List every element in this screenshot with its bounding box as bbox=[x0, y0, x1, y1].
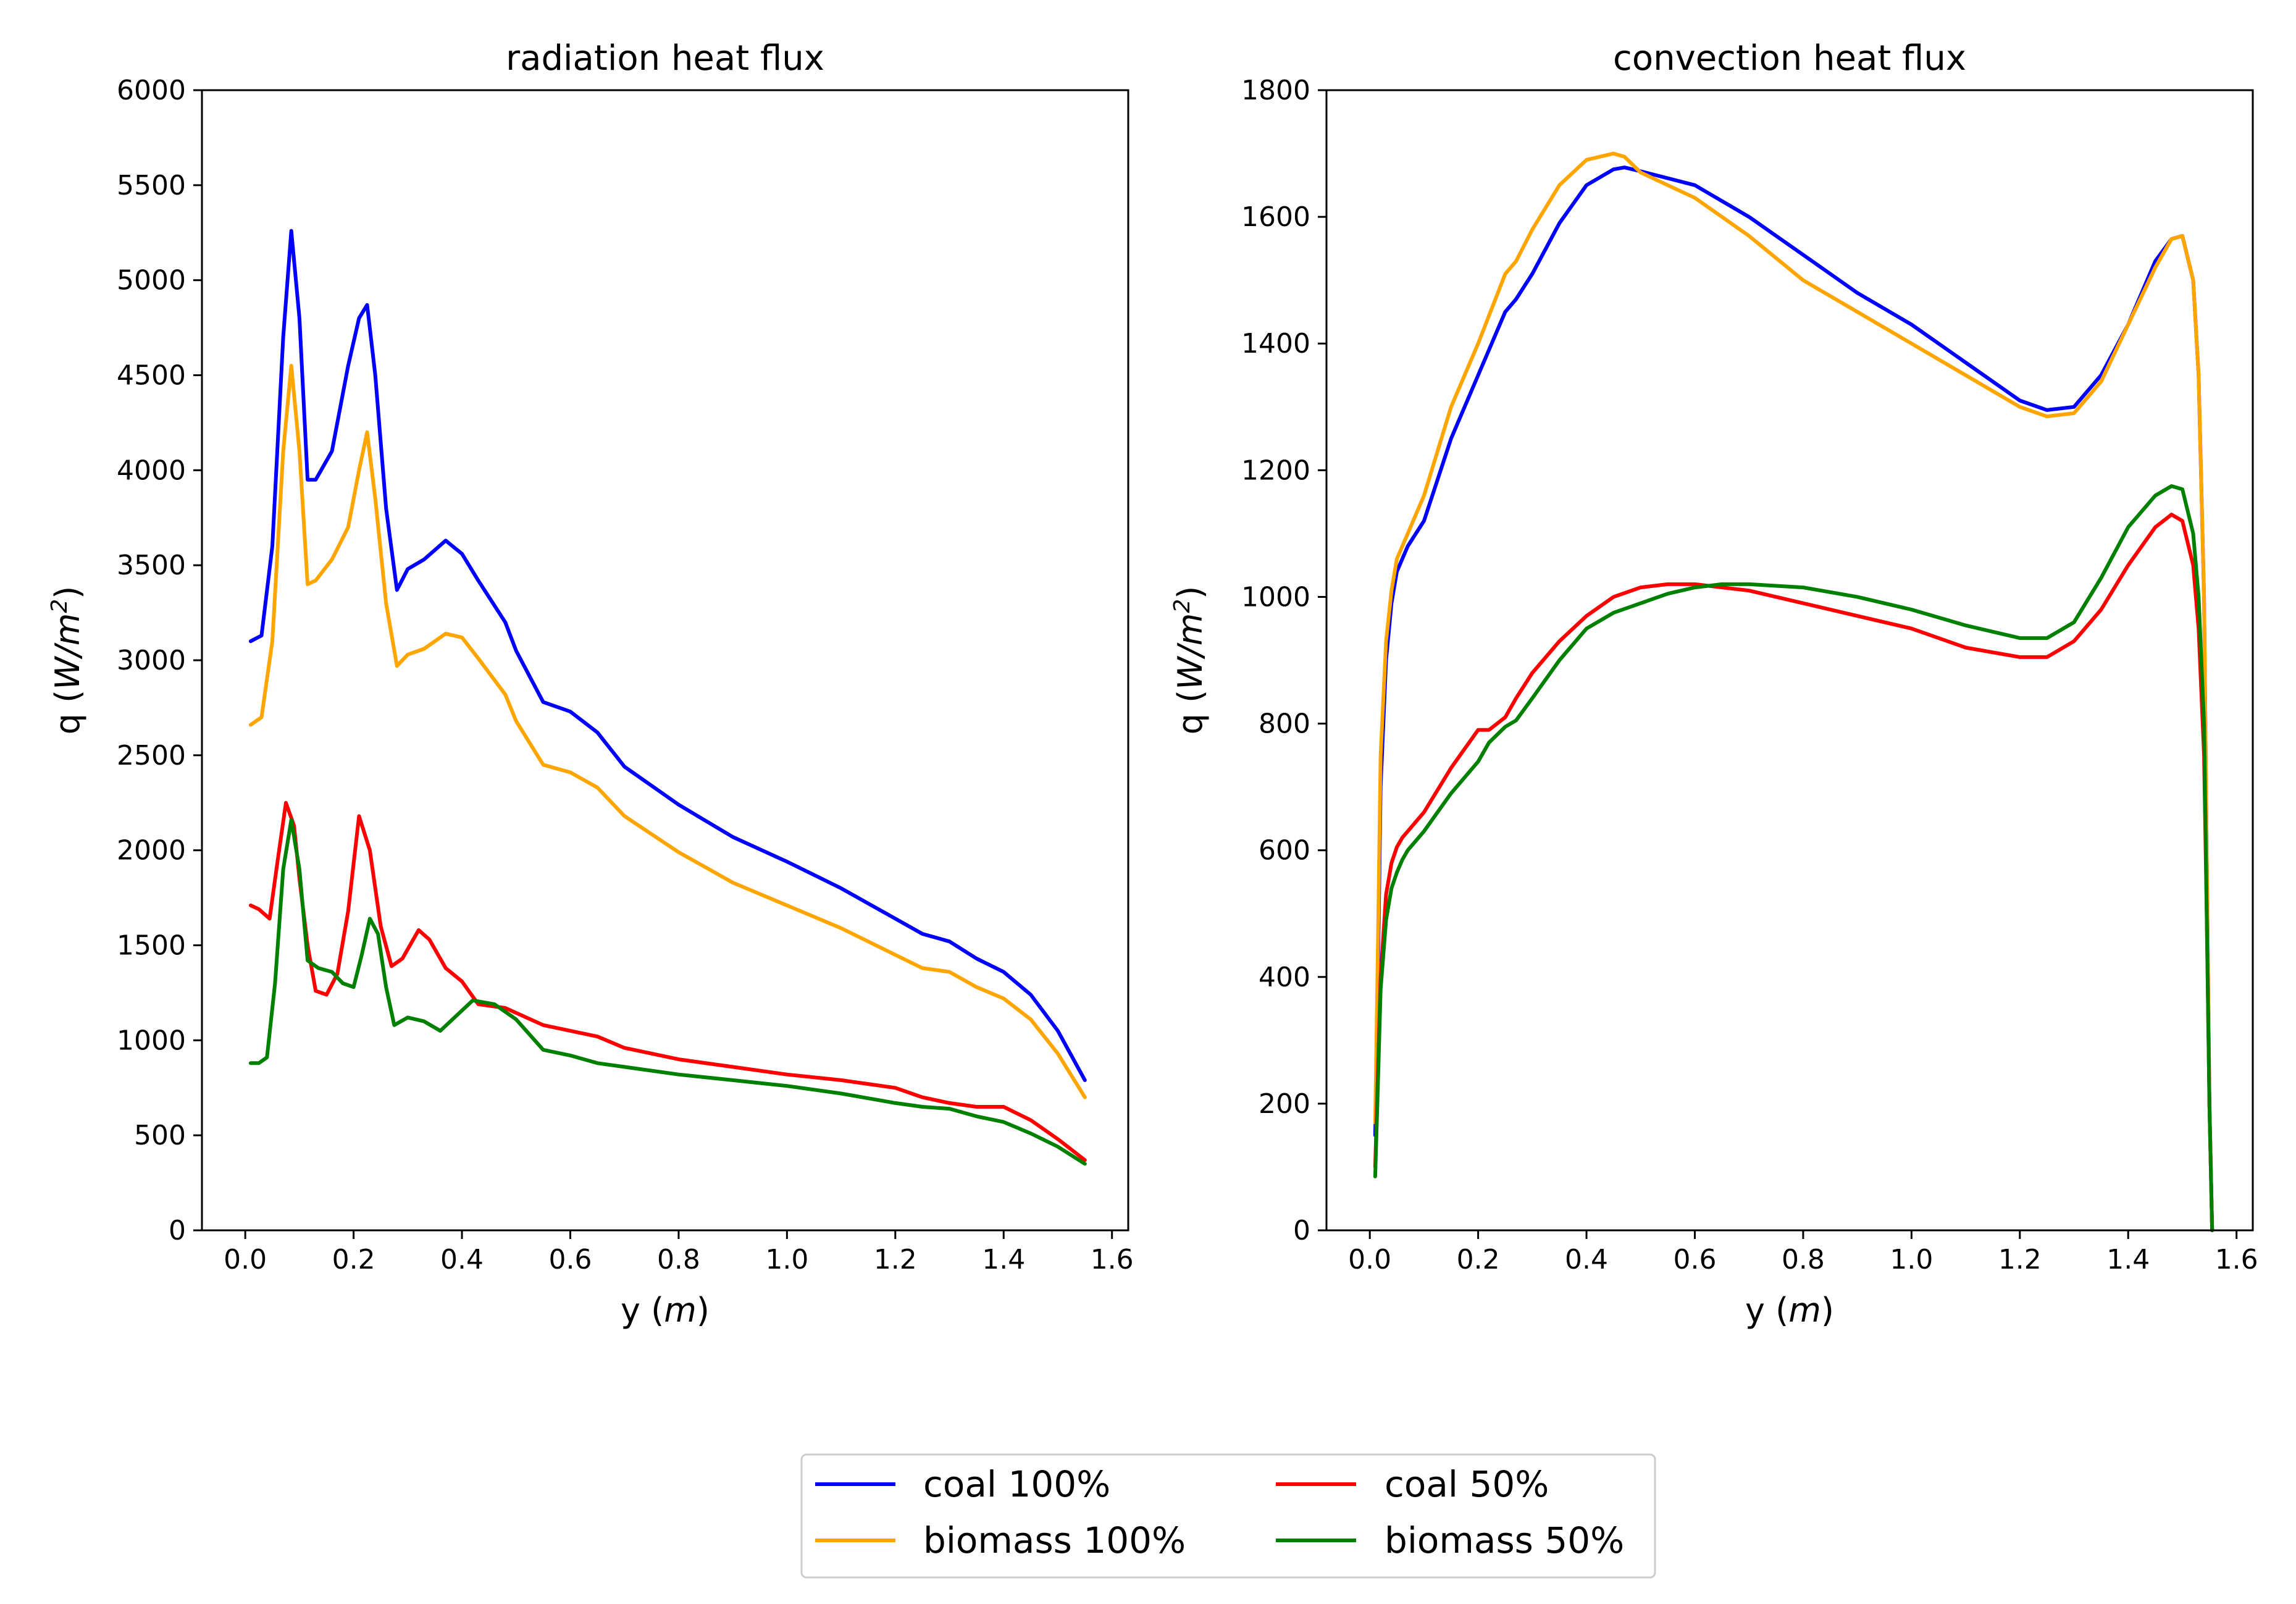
x-tick-label: 1.0 bbox=[765, 1244, 808, 1275]
x-axis-title: y (m) bbox=[1745, 1291, 1834, 1330]
legend-label-biomass-50: biomass 50% bbox=[1385, 1519, 1624, 1561]
legend-label-coal-100: coal 100% bbox=[923, 1463, 1110, 1505]
y-tick-label: 3000 bbox=[117, 645, 186, 676]
series-line-biomass-100 bbox=[248, 364, 1087, 1099]
y-tick-label: 1000 bbox=[117, 1025, 186, 1056]
y-tick-label: 0 bbox=[169, 1215, 186, 1246]
x-tick-label: 0.6 bbox=[548, 1244, 592, 1275]
x-tick-label: 0.2 bbox=[332, 1244, 375, 1275]
plot-frame bbox=[201, 89, 1129, 1232]
x-tick-label: 1.0 bbox=[1890, 1244, 1933, 1275]
series-lines bbox=[248, 229, 1087, 1166]
x-tick-label: 1.2 bbox=[1998, 1244, 2042, 1275]
y-tick-label: 1600 bbox=[1241, 201, 1310, 233]
y-tick-label: 4000 bbox=[117, 455, 186, 486]
chart-title: radiation heat flux bbox=[506, 38, 824, 78]
y-tick-label: 1000 bbox=[1241, 581, 1310, 613]
x-tick-label: 0.6 bbox=[1673, 1244, 1716, 1275]
x-tick-label: 0.0 bbox=[1348, 1244, 1391, 1275]
series-line-biomass-100 bbox=[1373, 151, 2214, 1232]
x-tick-label: 0.4 bbox=[1565, 1244, 1608, 1275]
ticks: 0.0 0.2 0.4 0.6 0.8 1.0 1.2 1.4 1.6 0 200 400 600 800… bbox=[1241, 75, 2258, 1275]
legend-frame bbox=[800, 1453, 1656, 1579]
series-line-coal-50 bbox=[1373, 513, 2214, 1232]
legend: coal 100% coal 50% biomass 100% biomass … bbox=[800, 1453, 1656, 1579]
legend-label-coal-50: coal 50% bbox=[1385, 1463, 1549, 1505]
x-tick-label: 0.8 bbox=[1782, 1244, 1825, 1275]
y-tick-label: 5500 bbox=[117, 170, 186, 201]
y-tick-label: 5000 bbox=[117, 265, 186, 296]
x-tick-label: 0.4 bbox=[440, 1244, 484, 1275]
radiation-chart: radiation heat flux 0.0 0.2 0.4 0.6 0.8 1.0 1.… bbox=[47, 38, 1134, 1330]
x-tick-label: 1.6 bbox=[2215, 1244, 2258, 1275]
y-tick-label: 1500 bbox=[117, 930, 186, 962]
x-tick-label: 0.2 bbox=[1457, 1244, 1500, 1275]
x-tick-label: 0.8 bbox=[657, 1244, 700, 1275]
y-tick-label: 0 bbox=[1293, 1215, 1310, 1246]
y-axis-title: q (W/m2) bbox=[47, 586, 88, 735]
y-tick-label: 3500 bbox=[117, 550, 186, 581]
series-line-biomass-50 bbox=[248, 818, 1087, 1166]
ticks: 0.0 0.2 0.4 0.6 0.8 1.0 1.2 1.4 1.6 0 500 1000 1500 2… bbox=[117, 75, 1134, 1275]
legend-label-biomass-100: biomass 100% bbox=[923, 1519, 1186, 1561]
x-axis-title: y (m) bbox=[621, 1291, 710, 1330]
y-tick-label: 800 bbox=[1259, 708, 1310, 740]
x-tick-label: 1.4 bbox=[2106, 1244, 2150, 1275]
y-tick-label: 2500 bbox=[117, 740, 186, 771]
y-tick-label: 600 bbox=[1259, 835, 1310, 867]
y-tick-label: 1400 bbox=[1241, 328, 1310, 359]
x-tick-label: 1.4 bbox=[982, 1244, 1025, 1275]
y-tick-label: 4500 bbox=[117, 360, 186, 392]
y-tick-label: 1800 bbox=[1241, 75, 1310, 106]
x-tick-label: 0.0 bbox=[224, 1244, 267, 1275]
y-tick-label: 500 bbox=[134, 1120, 186, 1151]
series-line-biomass-50 bbox=[1373, 484, 2214, 1232]
convection-chart: convection heat flux 0.0 0.2 0.4 0.6 0.8 1.0 1… bbox=[1170, 38, 2258, 1330]
y-tick-label: 6000 bbox=[117, 75, 186, 106]
y-axis-title: q (W/m2) bbox=[1170, 586, 1210, 735]
y-tick-label: 200 bbox=[1259, 1088, 1310, 1120]
series-lines bbox=[1373, 151, 2214, 1232]
y-tick-label: 400 bbox=[1259, 962, 1310, 993]
chart-title: convection heat flux bbox=[1613, 38, 1966, 78]
x-tick-label: 1.6 bbox=[1091, 1244, 1134, 1275]
y-tick-label: 1200 bbox=[1241, 455, 1310, 486]
series-line-coal-100 bbox=[248, 229, 1087, 1082]
plot-frame bbox=[1325, 89, 2254, 1232]
y-tick-label: 2000 bbox=[117, 835, 186, 867]
x-tick-label: 1.2 bbox=[874, 1244, 917, 1275]
